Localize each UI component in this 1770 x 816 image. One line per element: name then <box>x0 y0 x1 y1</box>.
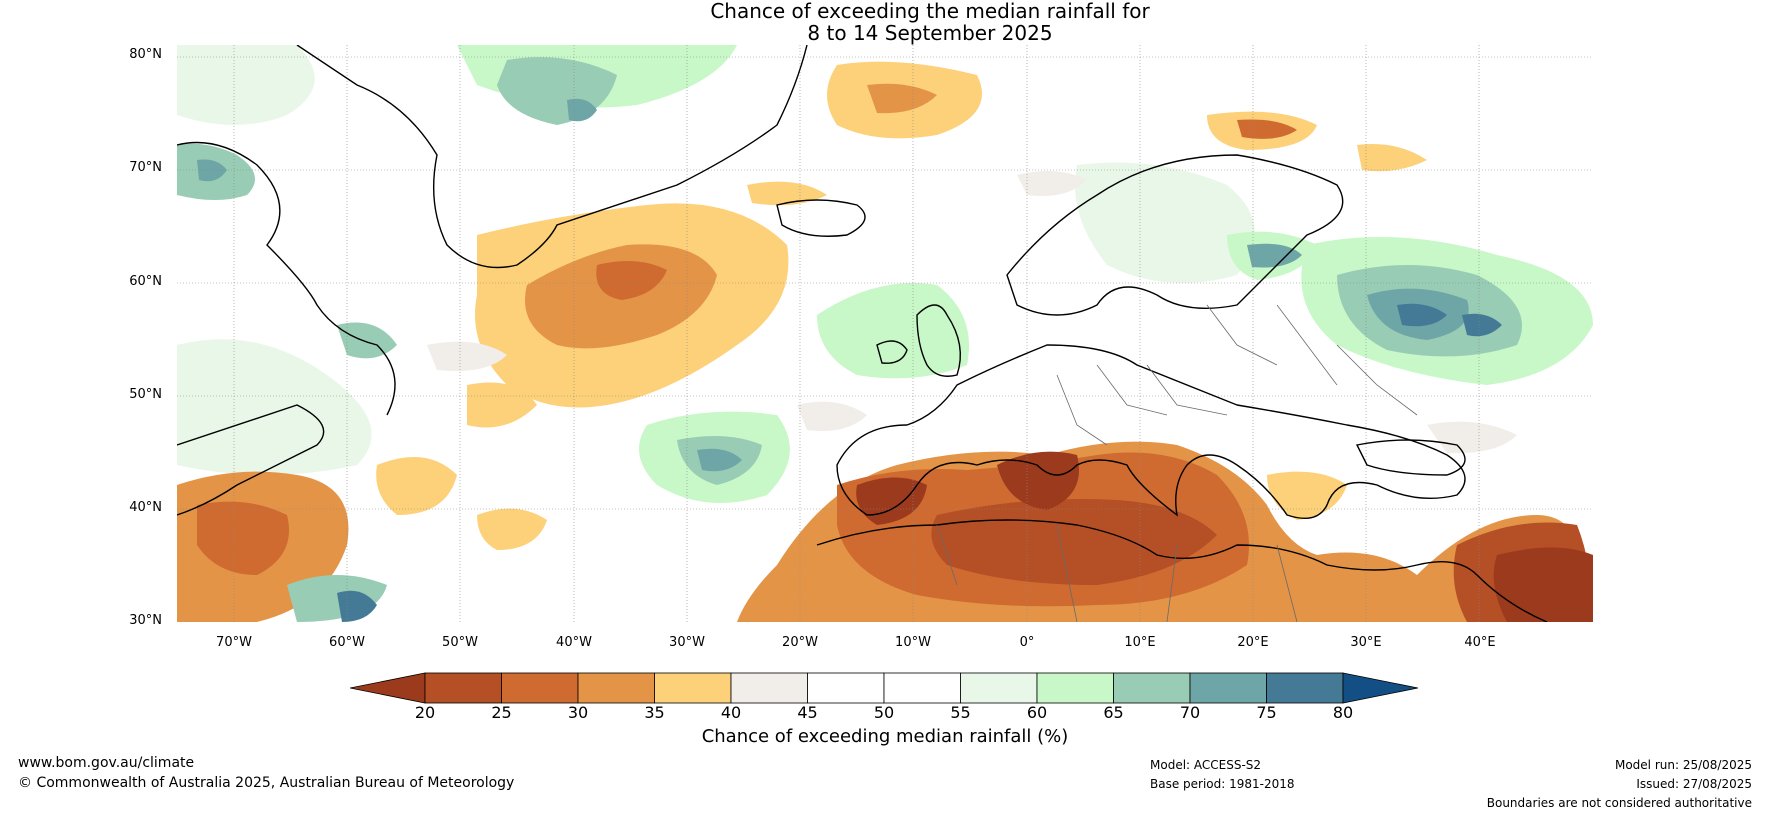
colorbar <box>350 672 1419 704</box>
lon-label-30w: 30°W <box>669 635 705 650</box>
lat-label-30n: 30°N <box>129 613 162 628</box>
colorbar-tick-label: 40 <box>720 703 742 722</box>
colorbar-tick-label: 55 <box>950 703 971 722</box>
colorbar-label: Chance of exceeding median rainfall (%) <box>701 726 1069 747</box>
colorbar-tick-label: 65 <box>1103 703 1124 722</box>
colorbar-segment <box>577 672 655 704</box>
probability-field-layer <box>177 45 1593 622</box>
colorbar-segment <box>1036 672 1114 704</box>
lon-label-60w: 60°W <box>329 635 365 650</box>
footer-disclaimer: Boundaries are not considered authoritat… <box>1486 796 1752 810</box>
colorbar-segment <box>883 672 961 704</box>
lon-label-20e: 20°E <box>1237 635 1269 650</box>
footer-model-run: Model run: 25/08/2025 <box>1614 758 1752 772</box>
lon-label-20w: 20°W <box>782 635 818 650</box>
colorbar-segment <box>1266 672 1344 704</box>
colorbar-tick-label: 80 <box>1332 703 1354 722</box>
lat-label-80n: 80°N <box>129 47 162 62</box>
colorbar-extend-high <box>1342 672 1419 704</box>
colorbar-extend-low <box>350 672 426 704</box>
colorbar-tick-label: 20 <box>414 703 436 722</box>
lon-label-50w: 50°W <box>442 635 478 650</box>
colorbar-segment <box>1113 672 1191 704</box>
lon-label-40e: 40°E <box>1464 635 1496 650</box>
footer-website: www.bom.gov.au/climate <box>18 755 195 771</box>
colorbar-tick-label: 35 <box>644 703 665 722</box>
colorbar-tick-label: 25 <box>491 703 512 722</box>
map-title-line-1: Chance of exceeding the median rainfall … <box>710 0 1150 23</box>
lat-label-40n: 40°N <box>129 500 162 515</box>
map-title-line-2: 8 to 14 September 2025 <box>807 21 1053 45</box>
colorbar-tick-label: 45 <box>797 703 818 722</box>
colorbar-segment <box>501 672 579 704</box>
lon-label-10e: 10°E <box>1124 635 1156 650</box>
colorbar-tick-label: 75 <box>1256 703 1277 722</box>
lon-label-10w: 10°W <box>895 635 931 650</box>
lat-label-60n: 60°N <box>129 274 162 289</box>
lat-label-50n: 50°N <box>129 387 162 402</box>
country-borders-layer <box>936 304 1418 622</box>
footer-issued: Issued: 27/08/2025 <box>1636 777 1752 791</box>
colorbar-segment <box>424 672 502 704</box>
colorbar-segment <box>960 672 1038 704</box>
colorbar-segment <box>654 672 732 704</box>
colorbar-tick-label: 50 <box>873 703 895 722</box>
footer-base-period: Base period: 1981-2018 <box>1150 777 1295 791</box>
lon-label-30e: 30°E <box>1350 635 1382 650</box>
colorbar-tick-label: 70 <box>1179 703 1201 722</box>
lon-label-70w: 70°W <box>216 635 252 650</box>
footer-copyright: © Commonwealth of Australia 2025, Austra… <box>18 775 515 791</box>
coastline-layer <box>177 45 1548 622</box>
colorbar-tick-label: 30 <box>567 703 589 722</box>
rainfall-probability-map <box>177 45 1593 622</box>
colorbar-segment <box>807 672 885 704</box>
lat-label-70n: 70°N <box>129 160 162 175</box>
lon-label-40w: 40°W <box>556 635 592 650</box>
colorbar-tick-label: 60 <box>1026 703 1048 722</box>
footer-model: Model: ACCESS-S2 <box>1150 758 1262 772</box>
lon-label-0: 0° <box>1019 635 1035 650</box>
colorbar-segment <box>730 672 808 704</box>
colorbar-segment <box>1189 672 1267 704</box>
